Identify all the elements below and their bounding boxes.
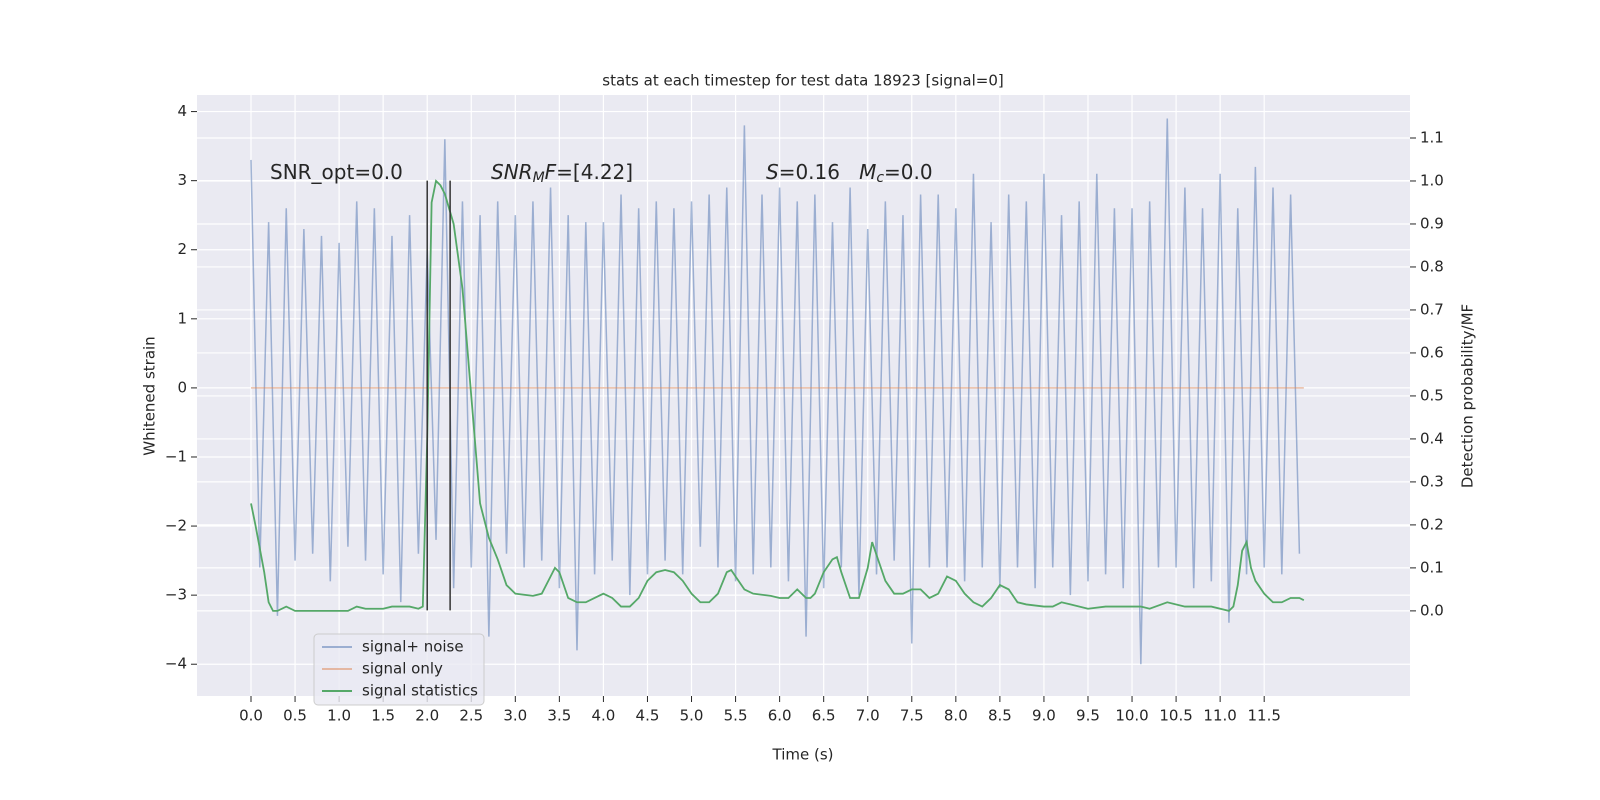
x-tick-label: 6.0	[768, 707, 792, 725]
x-tick-label: 6.5	[812, 707, 836, 725]
annotation-part: c	[876, 170, 884, 186]
x-tick-label: 8.5	[988, 707, 1012, 725]
annotation-part: SNR	[491, 160, 533, 184]
x-tick-label: 10.0	[1115, 707, 1148, 725]
y-tick-label: −2	[165, 517, 187, 535]
y-tick-label: 1	[177, 309, 187, 327]
y-tick-label: −1	[165, 447, 187, 465]
annotation-part: F	[545, 160, 557, 184]
y2-tick-label: 0.1	[1420, 558, 1444, 576]
x-tick-label: 9.5	[1076, 707, 1100, 725]
y2-tick-label: 0.3	[1420, 472, 1444, 490]
y2-tick-label: 1.0	[1420, 171, 1444, 189]
annotation: SNR_opt=0.0	[270, 160, 403, 184]
legend-label: signal only	[362, 660, 443, 678]
y-tick-label: −3	[165, 586, 187, 604]
y2-tick-label: 0.4	[1420, 429, 1444, 447]
series-line	[250, 179, 1305, 612]
y2-tick-label: 0.8	[1420, 257, 1444, 275]
x-tick-label: 1.5	[371, 707, 395, 725]
x-tick-label: 7.0	[856, 707, 880, 725]
x-tick-label: 0.5	[283, 707, 307, 725]
x-tick-label: 3.0	[503, 707, 527, 725]
annotation: S=0.16 Mc=0.0	[766, 160, 933, 187]
annotation-part: SNR_opt=0.0	[270, 160, 403, 184]
y2-tick-label: 0.7	[1420, 300, 1444, 318]
annotation-part: =[4.22]	[556, 160, 633, 184]
y2-tick-label: 0.2	[1420, 515, 1444, 533]
y-tick-label: 3	[177, 171, 187, 189]
x-tick-label: 5.0	[680, 707, 704, 725]
x-tick-label: 5.5	[724, 707, 748, 725]
y-tick-label: 0	[177, 378, 187, 396]
legend-label: signal+ noise	[362, 638, 464, 656]
annotation: SNRMF=[4.22]	[491, 160, 633, 187]
x-tick-label: 11.0	[1203, 707, 1236, 725]
x-tick-label: 0.0	[239, 707, 263, 725]
x-tick-label: 2.0	[415, 707, 439, 725]
annotation-part: =0.0	[884, 160, 933, 184]
x-tick-label: 3.5	[547, 707, 571, 725]
y-tick-label: 4	[177, 102, 187, 120]
x-tick-label: 9.0	[1032, 707, 1056, 725]
y2-tick-label: 0.6	[1420, 343, 1444, 361]
x-tick-label: 1.0	[327, 707, 351, 725]
legend-box	[313, 633, 485, 706]
annotation-part: =0.16	[779, 160, 859, 184]
y2-tick-label: 0.0	[1420, 601, 1444, 619]
y2-axis-label: Detection probability/MF	[1459, 304, 1477, 488]
x-tick-label: 11.5	[1247, 707, 1280, 725]
x-tick-label: 4.0	[591, 707, 615, 725]
x-tick-label: 2.5	[459, 707, 483, 725]
annotation-part: M	[533, 170, 545, 186]
y-tick-label: 2	[177, 240, 187, 258]
y-tick-label: −4	[165, 655, 187, 673]
x-tick-label: 10.5	[1159, 707, 1192, 725]
x-tick-label: 8.0	[944, 707, 968, 725]
y2-tick-label: 0.5	[1420, 386, 1444, 404]
x-tick-label: 7.5	[900, 707, 924, 725]
y2-tick-label: 1.1	[1420, 128, 1444, 146]
y-axis-label: Whitened strain	[141, 336, 159, 455]
x-axis-label: Time (s)	[772, 746, 834, 764]
annotation-part: M	[859, 160, 876, 184]
y2-tick-label: 0.9	[1420, 214, 1444, 232]
legend-label: signal statistics	[362, 682, 478, 700]
annotation-part: S	[766, 160, 779, 184]
x-tick-label: 4.5	[636, 707, 660, 725]
chart-title: stats at each timestep for test data 189…	[602, 72, 1003, 90]
series-line	[250, 118, 1301, 665]
